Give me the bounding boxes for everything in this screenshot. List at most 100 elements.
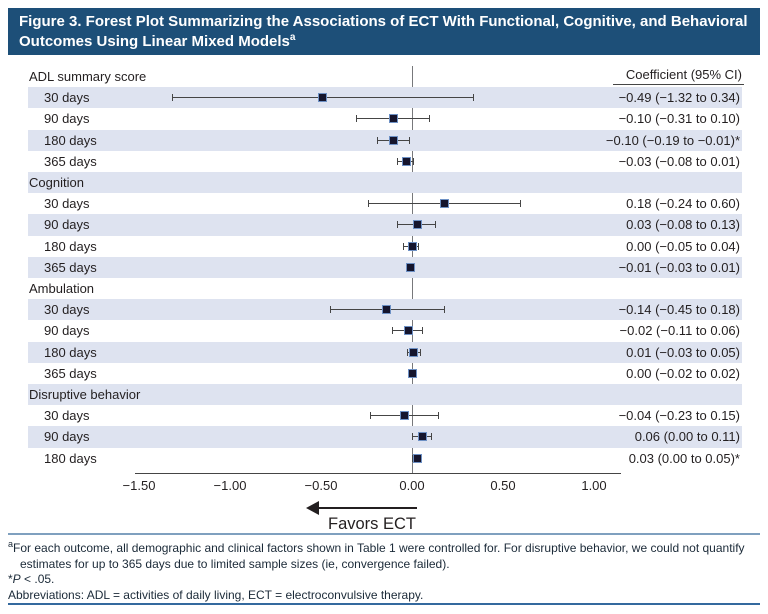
timepoint-label: 30 days	[44, 90, 90, 106]
footnote-pvalue-star: *	[8, 572, 13, 587]
forest-row: 180 days 0.01 (−0.03 to 0.05)	[28, 341, 742, 363]
forest-row: 180 days −0.10 (−0.19 to −0.01)*	[28, 129, 742, 151]
group-label: Ambulation	[29, 281, 95, 296]
x-tick-label: −0.50	[304, 478, 338, 493]
coefficient-ci-value: −0.03 (−0.08 to 0.01)	[618, 153, 740, 169]
ci-cap-right	[420, 348, 422, 356]
estimate-marker	[407, 241, 417, 251]
estimate-marker	[400, 411, 410, 421]
group-header-row: Disruptive behavior	[28, 384, 742, 406]
estimate-marker	[389, 114, 399, 124]
group-header-row: ADL summary score	[28, 66, 742, 87]
estimate-marker	[318, 93, 328, 103]
forest-row: 90 days 0.03 (−0.08 to 0.13)	[28, 214, 742, 236]
x-tick-label: 0.00	[399, 478, 425, 493]
ci-cap-right	[409, 136, 411, 144]
figure-title-superscript: a	[289, 31, 296, 43]
ci-cap-left	[397, 221, 399, 229]
estimate-marker	[403, 326, 413, 336]
ci-cap-left	[370, 412, 372, 420]
forest-row: 90 days 0.06 (0.00 to 0.11)	[28, 426, 742, 448]
timepoint-label: 180 days	[44, 238, 97, 254]
forest-row: 30 days −0.14 (−0.45 to 0.18)	[28, 299, 742, 321]
group-header-row: Cognition	[28, 172, 742, 194]
forest-row: 30 days −0.04 (−0.23 to 0.15)	[28, 405, 742, 426]
footnotes: aFor each outcome, all demographic and c…	[8, 539, 760, 603]
ci-cap-left	[171, 94, 173, 102]
ci-cap-left	[368, 200, 370, 208]
plot-panel: Coefficient (95% CI) ADL summary score 30…	[0, 55, 768, 535]
ci-cap-left	[406, 348, 408, 356]
group-label: Cognition	[29, 175, 84, 190]
coefficient-ci-value: 0.03 (−0.08 to 0.13)	[626, 217, 740, 233]
forest-row: 90 days −0.02 (−0.11 to 0.06)	[28, 320, 742, 341]
group-label: ADL summary score	[29, 69, 147, 84]
footnote-pvalue-p: P	[12, 572, 21, 587]
footnote-pvalue-rest: < .05.	[20, 572, 55, 587]
ci-cap-right	[431, 433, 433, 441]
timepoint-label: 365 days	[44, 153, 97, 169]
ci-cap-left	[412, 433, 413, 441]
coefficient-ci-value: −0.04 (−0.23 to 0.15)	[618, 408, 740, 424]
coefficient-ci-value: 0.00 (−0.05 to 0.04)	[626, 238, 740, 254]
forest-row: 180 days 0.00 (−0.05 to 0.04)	[28, 236, 742, 257]
forest-row: 365 days 0.00 (−0.02 to 0.02)	[28, 363, 742, 384]
timepoint-label: 180 days	[44, 132, 97, 148]
ci-cap-right	[418, 242, 420, 250]
ci-cap-left	[412, 454, 413, 462]
coefficient-column-header: Coefficient (95% CI)	[613, 67, 744, 85]
footnote-a-marker: a	[8, 539, 14, 549]
timepoint-label: 90 days	[44, 323, 90, 339]
ci-cap-right	[443, 306, 445, 314]
estimate-marker	[382, 305, 392, 315]
estimate-marker	[412, 220, 422, 230]
ci-cap-right	[429, 115, 431, 123]
figure-title-banner: Figure 3. Forest Plot Summarizing the As…	[8, 8, 760, 55]
ci-cap-right	[434, 221, 436, 229]
ci-cap-right	[472, 94, 474, 102]
favors-arrow-line	[318, 507, 417, 509]
forest-row: 180 days 0.03 (0.00 to 0.05)*	[28, 448, 742, 469]
ci-cap-left	[355, 115, 357, 123]
ci-cap-right	[412, 157, 414, 165]
coefficient-ci-value: 0.01 (−0.03 to 0.05)	[626, 344, 740, 360]
timepoint-label: 180 days	[44, 450, 97, 466]
footnote-a: aFor each outcome, all demographic and c…	[8, 539, 760, 572]
footnote-pvalue: *P < .05.	[8, 572, 760, 588]
timepoint-label: 90 days	[44, 217, 90, 233]
x-tick-label: 0.50	[490, 478, 516, 493]
coefficient-ci-value: 0.00 (−0.02 to 0.02)	[626, 365, 740, 381]
estimate-marker	[418, 432, 428, 442]
x-tick-label: −1.00	[213, 478, 247, 493]
timepoint-label: 180 days	[44, 344, 97, 360]
coefficient-ci-value: −0.49 (−1.32 to 0.34)	[618, 90, 740, 106]
ci-cap-right	[520, 200, 522, 208]
x-axis-line	[135, 473, 621, 474]
forest-row: 365 days −0.03 (−0.08 to 0.01)	[28, 151, 742, 172]
estimate-marker	[389, 135, 399, 145]
forest-row: 30 days −0.49 (−1.32 to 0.34)	[28, 87, 742, 109]
forest-row: 30 days 0.18 (−0.24 to 0.60)	[28, 193, 742, 214]
x-tick-label: 1.00	[581, 478, 607, 493]
coefficient-ci-value: −0.10 (−0.31 to 0.10)	[618, 111, 740, 127]
timepoint-label: 30 days	[44, 408, 90, 424]
timepoint-label: 365 days	[44, 365, 97, 381]
estimate-marker	[407, 368, 417, 378]
group-header-row: Ambulation	[28, 278, 742, 299]
coefficient-ci-value: 0.03 (0.00 to 0.05)*	[628, 450, 740, 466]
coefficient-ci-value: −0.01 (−0.03 to 0.01)	[618, 259, 740, 275]
ci-cap-left	[391, 327, 393, 335]
ci-cap-left	[377, 136, 379, 144]
estimate-marker	[409, 347, 419, 357]
footnote-separator-rule	[8, 533, 760, 535]
coefficient-ci-value: −0.02 (−0.11 to 0.06)	[619, 323, 740, 339]
footnote-abbreviations: Abbreviations: ADL = activities of daily…	[8, 587, 424, 602]
timepoint-label: 30 days	[44, 196, 90, 212]
estimate-marker	[412, 453, 422, 463]
coefficient-ci-value: 0.06 (0.00 to 0.11)	[634, 429, 740, 445]
ci-cap-right	[421, 327, 423, 335]
figure-title: Figure 3. Forest Plot Summarizing the As…	[19, 13, 748, 50]
ci-cap-left	[397, 157, 399, 165]
coefficient-ci-value: 0.18 (−0.24 to 0.60)	[626, 196, 740, 212]
